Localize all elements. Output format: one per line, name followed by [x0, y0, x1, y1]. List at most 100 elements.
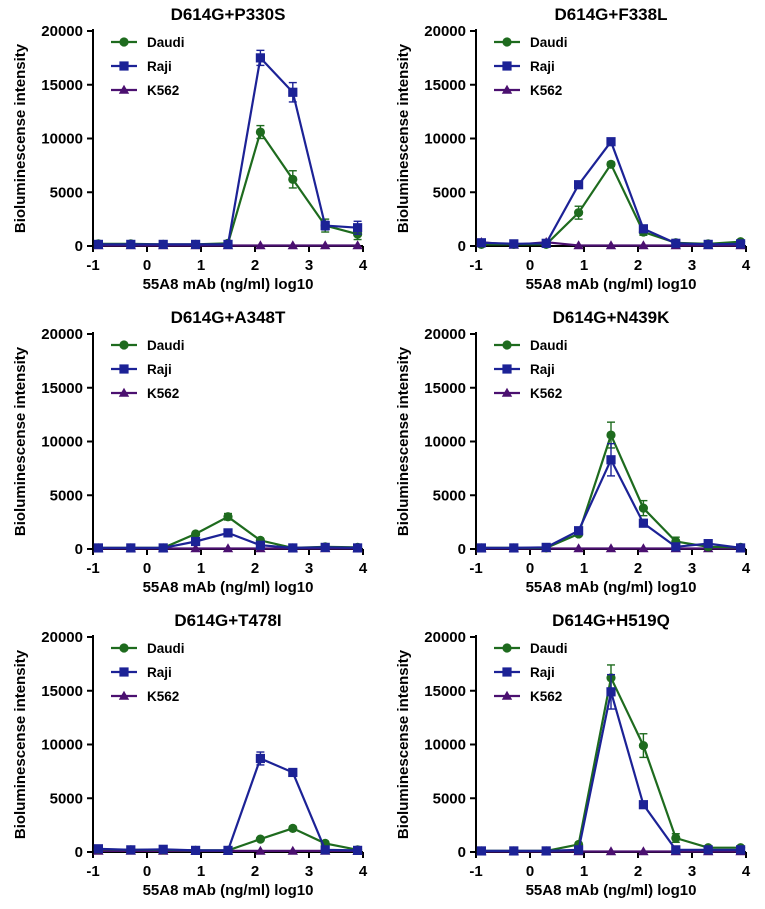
data-point [288, 543, 298, 553]
data-point [288, 767, 298, 778]
data-point [126, 239, 136, 249]
series-line [98, 757, 358, 852]
data-point [320, 220, 330, 231]
series-raji [93, 751, 363, 855]
data-point [671, 542, 681, 552]
data-point [191, 239, 201, 249]
y-tick-label: 0 [75, 541, 83, 558]
legend-label: Raji [147, 59, 172, 74]
y-tick-label: 10000 [41, 131, 83, 148]
chart-panel-2: D614G+F338L 0 5000 10000 15000 20000 -1 0 1 2 3 4 55… [383, 0, 765, 303]
chart-title: D614G+P330S [171, 5, 286, 24]
y-tick-label: 5000 [433, 487, 466, 504]
data-point [158, 844, 168, 854]
legend-marker [501, 387, 513, 397]
y-tick-label: 20000 [41, 326, 83, 343]
x-tick-label: 3 [305, 257, 313, 274]
y-tick-label: 20000 [424, 629, 466, 646]
chart-title: D614G+T478I [174, 611, 281, 630]
data-point [126, 845, 136, 855]
x-tick-label: 3 [305, 863, 313, 880]
x-tick-label: 0 [526, 560, 534, 577]
x-tick-label: 3 [688, 560, 696, 577]
data-point [671, 845, 681, 855]
data-point [353, 845, 363, 855]
chart-panel-1: D614G+P330S 0 5000 10000 15000 20000 -1 0 1 2 3 4 55… [0, 0, 382, 303]
data-point [255, 240, 266, 250]
data-point [638, 518, 648, 528]
y-tick-label: 10000 [41, 434, 83, 451]
y-tick-label: 0 [75, 238, 83, 255]
data-point [93, 844, 103, 854]
data-point [353, 543, 363, 553]
y-tick-label: 15000 [424, 77, 466, 94]
data-point [255, 753, 265, 764]
legend: Daudi Raji K562 [111, 641, 185, 704]
y-tick-label: 5000 [50, 790, 83, 807]
x-tick-label: 4 [742, 257, 751, 274]
data-point [223, 845, 233, 855]
x-axis-label: 55A8 mAb (ng/ml) log10 [143, 882, 314, 899]
data-point [606, 455, 616, 465]
data-point [509, 846, 519, 856]
data-point [223, 528, 233, 538]
data-point [638, 740, 648, 751]
legend-label: Daudi [147, 338, 185, 353]
legend-marker [502, 37, 512, 47]
x-tick-label: 3 [305, 560, 313, 577]
x-tick-label: -1 [469, 257, 482, 274]
y-tick-label: 10000 [424, 737, 466, 754]
y-tick-label: 15000 [424, 380, 466, 397]
legend-marker [119, 340, 129, 350]
x-tick-label: 0 [143, 560, 151, 577]
y-tick-label: 15000 [424, 683, 466, 700]
chart-panel-5: D614G+T478I 0 5000 10000 15000 20000 -1 0 1 2 3 4 55… [0, 606, 382, 909]
data-point [638, 543, 649, 553]
chart-title: D614G+A348T [171, 308, 286, 327]
data-point [703, 239, 713, 249]
y-tick-label: 20000 [424, 23, 466, 40]
x-tick-label: 1 [197, 560, 205, 577]
data-point [605, 240, 617, 250]
series-line [481, 691, 741, 852]
y-axis-label: Bioluminescense intensity [395, 43, 412, 233]
x-tick-label: 1 [580, 257, 588, 274]
x-tick-label: -1 [469, 863, 482, 880]
y-tick-label: 5000 [50, 184, 83, 201]
x-tick-label: -1 [469, 560, 482, 577]
legend-marker [119, 61, 129, 71]
y-tick-label: 0 [458, 844, 466, 861]
data-point [476, 543, 486, 553]
data-point [573, 240, 584, 250]
data-point [353, 223, 363, 233]
x-axis-label: 55A8 mAb (ng/ml) log10 [526, 276, 697, 293]
data-point [255, 127, 265, 137]
legend-marker [502, 667, 512, 677]
data-point [352, 240, 363, 250]
x-axis-label: 55A8 mAb (ng/ml) log10 [526, 882, 697, 899]
legend-label: Raji [530, 665, 555, 680]
legend-marker [119, 643, 129, 653]
legend-marker [118, 690, 130, 700]
x-tick-label: 4 [742, 560, 751, 577]
legend-marker [502, 643, 512, 653]
series-line [481, 162, 741, 246]
data-point [638, 224, 648, 234]
series-raji [93, 528, 363, 553]
data-point [574, 208, 584, 218]
chart-panel-4: D614G+N439K 0 5000 10000 15000 20000 -1 0 1 2 3 4 55… [383, 303, 765, 606]
legend-label: K562 [530, 386, 562, 401]
data-point [541, 846, 551, 856]
legend-label: K562 [147, 689, 179, 704]
data-point [287, 240, 298, 250]
legend-marker [501, 84, 513, 94]
x-tick-label: -1 [86, 863, 99, 880]
chart-title: D614G+N439K [553, 308, 670, 327]
legend-marker [119, 667, 129, 677]
y-tick-label: 10000 [424, 131, 466, 148]
data-point [255, 540, 265, 550]
y-tick-label: 20000 [41, 629, 83, 646]
x-tick-label: 1 [580, 560, 588, 577]
